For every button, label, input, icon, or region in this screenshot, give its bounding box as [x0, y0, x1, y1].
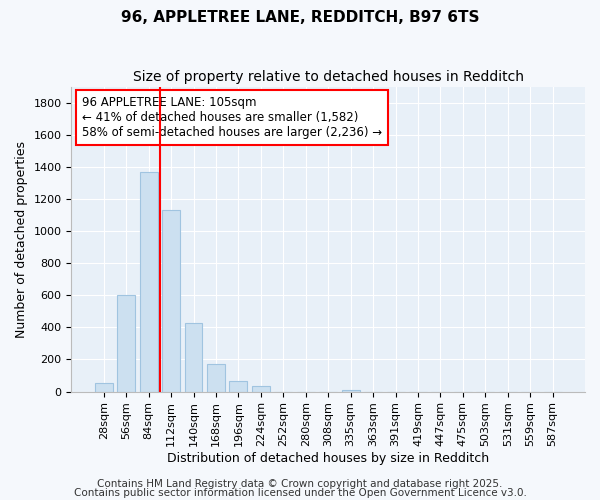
- Bar: [185, 322, 202, 392]
- Bar: [252, 386, 270, 392]
- Text: Contains HM Land Registry data © Crown copyright and database right 2025.: Contains HM Land Registry data © Crown c…: [97, 479, 503, 489]
- Text: 96, APPLETREE LANE, REDDITCH, B97 6TS: 96, APPLETREE LANE, REDDITCH, B97 6TS: [121, 10, 479, 25]
- Bar: [229, 381, 247, 392]
- Bar: [140, 172, 158, 392]
- Text: Contains public sector information licensed under the Open Government Licence v3: Contains public sector information licen…: [74, 488, 526, 498]
- Bar: [95, 383, 113, 392]
- X-axis label: Distribution of detached houses by size in Redditch: Distribution of detached houses by size …: [167, 452, 489, 465]
- Text: 96 APPLETREE LANE: 105sqm
← 41% of detached houses are smaller (1,582)
58% of se: 96 APPLETREE LANE: 105sqm ← 41% of detac…: [82, 96, 382, 138]
- Bar: [117, 296, 135, 392]
- Bar: [341, 390, 359, 392]
- Title: Size of property relative to detached houses in Redditch: Size of property relative to detached ho…: [133, 70, 524, 84]
- Y-axis label: Number of detached properties: Number of detached properties: [15, 140, 28, 338]
- Bar: [162, 210, 180, 392]
- Bar: [207, 364, 225, 392]
